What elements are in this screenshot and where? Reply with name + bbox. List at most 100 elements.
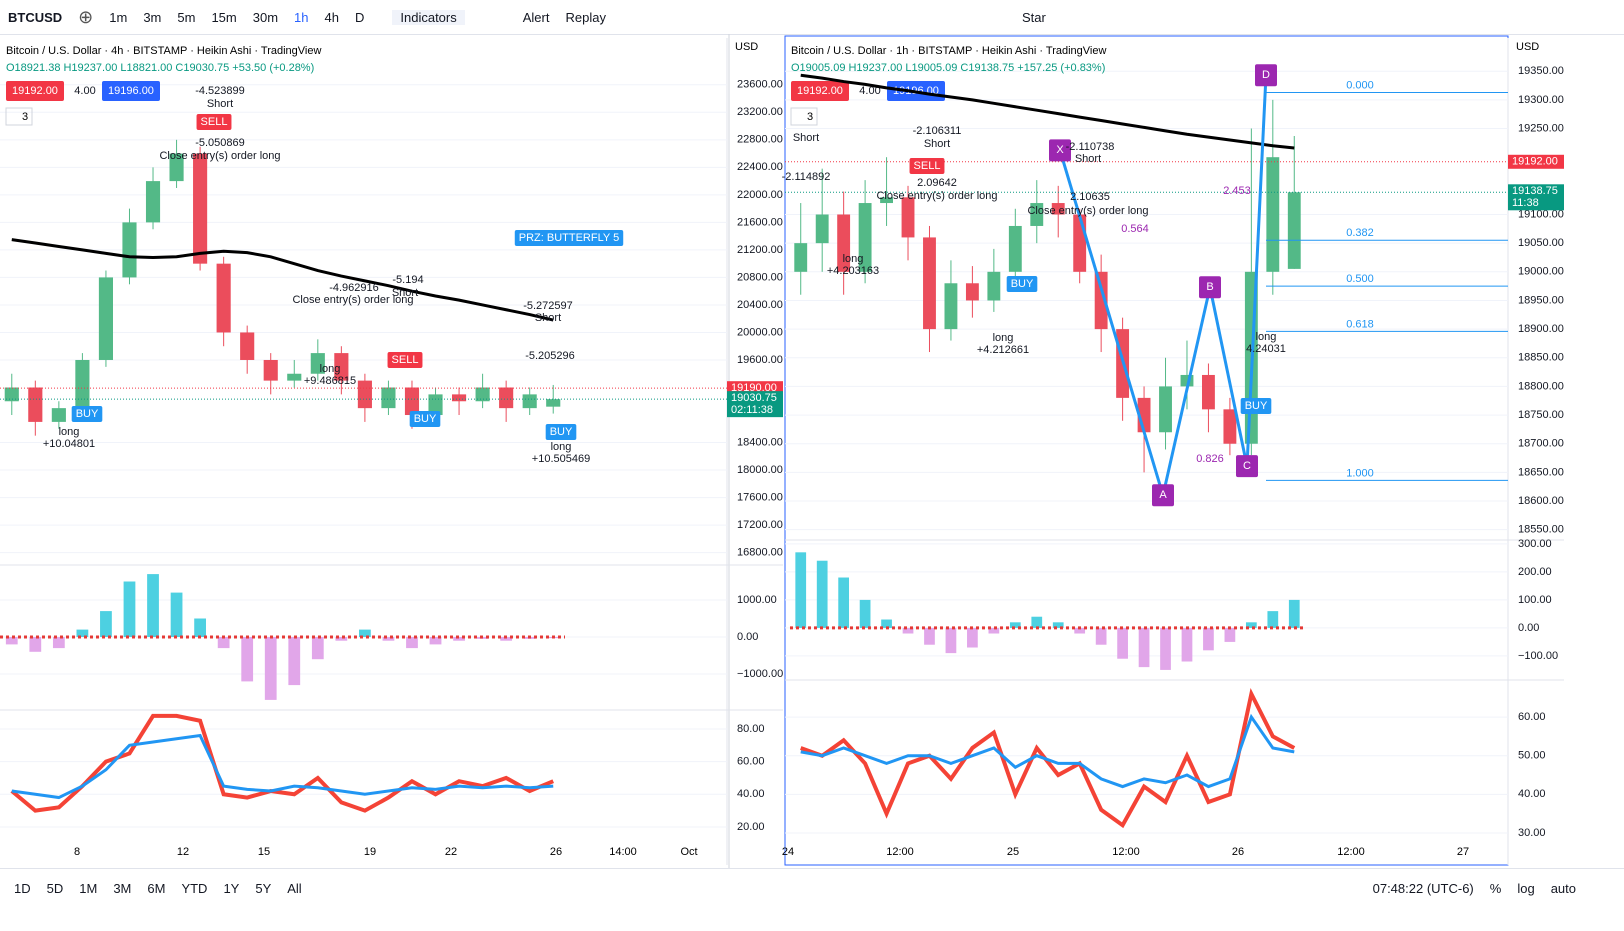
range[interactable]: 5Y xyxy=(255,880,272,896)
range[interactable]: 5D xyxy=(46,880,64,896)
price-tick-label: 18400.00 xyxy=(737,436,783,448)
interval[interactable]: 1m xyxy=(109,9,128,25)
badge-bg xyxy=(6,81,64,101)
annotation: long xyxy=(1256,331,1277,343)
annotation-bg xyxy=(387,352,423,368)
macd-bar xyxy=(217,637,230,649)
macd-bar xyxy=(52,637,65,649)
layout[interactable]: Star xyxy=(1021,9,1046,25)
range[interactable]: 1D xyxy=(14,880,31,896)
price-tick-label: 16800.00 xyxy=(737,547,783,559)
time-label: Oct xyxy=(680,846,697,858)
candle-body xyxy=(1094,271,1108,330)
annotation: SELL xyxy=(201,116,228,128)
price-tick-label: 0.00 xyxy=(737,631,758,643)
candle-body xyxy=(240,332,255,360)
candle-body xyxy=(428,394,443,416)
candle-body xyxy=(381,387,396,409)
macd-bar xyxy=(1009,622,1021,628)
rsi-line xyxy=(11,733,554,800)
harmonic-point: C xyxy=(1243,460,1251,472)
add-symbol[interactable]: ⊕ xyxy=(78,6,94,27)
range[interactable]: YTD xyxy=(181,880,208,896)
price-tick-label: 18000.00 xyxy=(737,464,783,476)
percent[interactable]: % xyxy=(1489,880,1502,896)
annotation: +10.04801 xyxy=(43,438,95,450)
macd-bar xyxy=(359,629,371,638)
macd-bar xyxy=(795,552,807,628)
fib-label: 0.000 xyxy=(1346,79,1374,91)
price-tick-label: 19050.00 xyxy=(1518,237,1564,249)
price-tick-label: 300.00 xyxy=(1518,538,1552,550)
interval[interactable]: 1h xyxy=(294,9,309,25)
auto[interactable]: auto xyxy=(1550,880,1576,896)
interval[interactable]: 3m xyxy=(143,9,162,25)
macd-bar xyxy=(924,627,935,645)
annotation: BUY xyxy=(414,413,437,425)
macd-bar xyxy=(1138,627,1150,668)
interval[interactable]: 4h xyxy=(324,9,339,25)
candle-body xyxy=(404,387,420,416)
fib-label: 0.618 xyxy=(1346,318,1374,330)
macd-bar xyxy=(29,637,42,652)
price-tick-label: 19000.00 xyxy=(1518,266,1564,278)
range[interactable]: 3M xyxy=(113,880,132,896)
time-label: 19 xyxy=(364,846,376,858)
macd-bar xyxy=(147,574,159,638)
interval[interactable]: D xyxy=(354,9,365,25)
symbol[interactable]: BTCUSD xyxy=(8,9,63,25)
annotation: -2.106311 xyxy=(913,125,962,137)
price-tick-label: 21200.00 xyxy=(737,244,783,256)
time-label: 24 xyxy=(782,846,794,858)
count-box xyxy=(5,107,33,126)
harmonic-point: B xyxy=(1206,281,1213,293)
annotation: +4.212661 xyxy=(977,344,1029,356)
range[interactable]: All xyxy=(287,880,302,896)
harmonic-ratio: 0.826 xyxy=(1196,453,1224,465)
range[interactable]: 6M xyxy=(147,880,166,896)
price-tick-label: 22400.00 xyxy=(737,161,783,173)
alert[interactable]: Alert xyxy=(522,9,550,25)
indicators[interactable]: Indicators xyxy=(392,9,465,25)
price-tick-label: 18950.00 xyxy=(1518,294,1564,306)
badge-bg xyxy=(791,81,849,101)
time-label: 12:00 xyxy=(1337,846,1365,858)
annotation: -4.523899 xyxy=(195,85,245,97)
candle-body xyxy=(98,277,113,360)
candle-body xyxy=(4,387,19,402)
log[interactable]: log xyxy=(1517,880,1535,896)
candle-body xyxy=(965,283,979,301)
price-tick-label: 23200.00 xyxy=(737,106,783,118)
macd-bar xyxy=(264,637,277,700)
price-tick-label: 19350.00 xyxy=(1518,65,1564,77)
candle-body xyxy=(1266,157,1280,272)
macd-bar xyxy=(1267,611,1279,628)
candle-body xyxy=(216,263,231,333)
macd-bar xyxy=(1095,627,1107,645)
macd-bar xyxy=(1074,627,1086,634)
macd-bar xyxy=(1288,599,1300,628)
time-label: 25 xyxy=(1007,846,1019,858)
badge: 4.00 xyxy=(859,85,880,97)
range[interactable]: 1M xyxy=(79,880,98,896)
macd-bar xyxy=(194,618,206,638)
interval[interactable]: 30m xyxy=(252,9,279,25)
annotation: +9.486815 xyxy=(304,375,356,387)
price-tick-label: 19600.00 xyxy=(737,354,783,366)
macd-bar xyxy=(335,637,348,641)
annotation: BUY xyxy=(76,408,99,420)
active-pane-border xyxy=(784,35,1509,866)
interval[interactable]: 5m xyxy=(177,9,196,25)
candle-body xyxy=(1008,225,1022,272)
price-tick-label: 30.00 xyxy=(1518,827,1546,839)
time-label: 12 xyxy=(177,846,189,858)
replay[interactable]: Replay xyxy=(565,9,606,25)
interval[interactable]: 15m xyxy=(211,9,237,25)
time-label: 12:00 xyxy=(1112,846,1140,858)
price-tick-label: 20000.00 xyxy=(737,326,783,338)
range[interactable]: 1Y xyxy=(223,880,240,896)
annotation: Close entry(s) order long xyxy=(159,150,280,162)
price-tick-label: 0.00 xyxy=(1518,622,1539,634)
close-bg xyxy=(727,391,783,418)
price-tick-label: 100.00 xyxy=(1518,594,1552,606)
